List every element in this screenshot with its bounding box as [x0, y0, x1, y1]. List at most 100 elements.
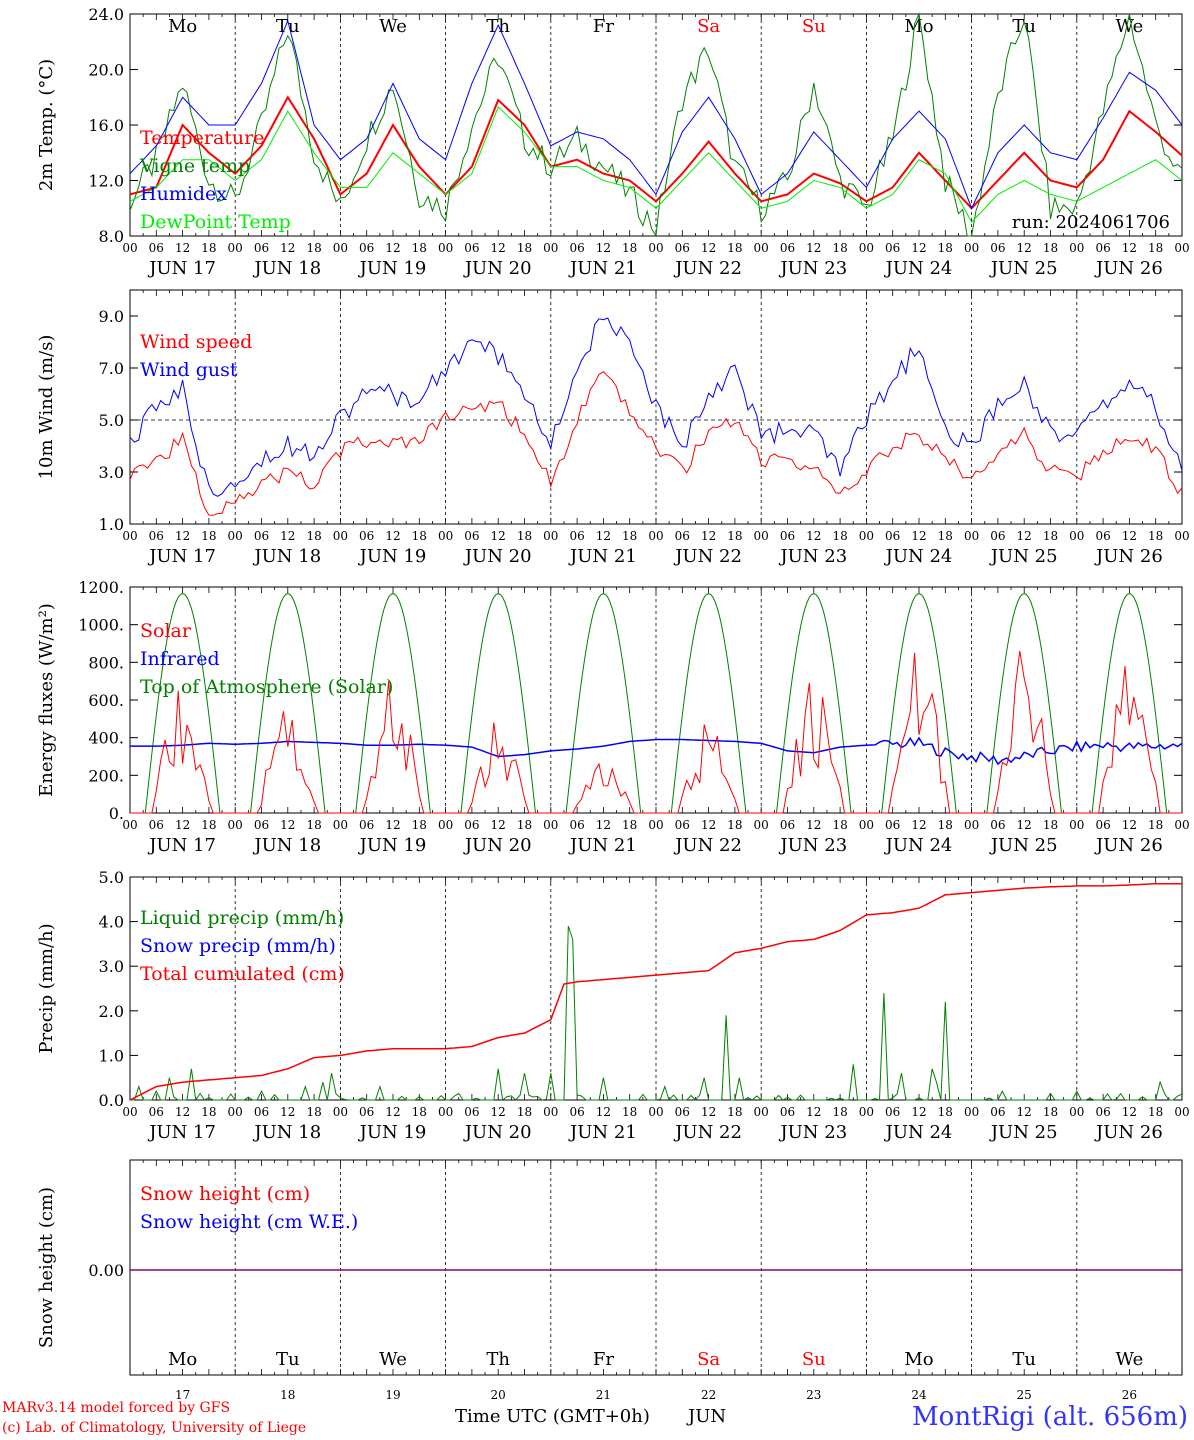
model-credit: MARv3.14 model forced by GFS [2, 1400, 231, 1416]
hour-tick-label: 06 [359, 241, 374, 255]
legend-entry: DewPoint Temp [140, 211, 291, 233]
hour-tick-label: 18 [412, 241, 427, 255]
date-label: JUN 26 [1094, 546, 1163, 567]
hour-tick-label: 18 [201, 529, 216, 543]
hour-tick-label: 18 [517, 1105, 532, 1119]
hour-tick-label: 00 [1174, 818, 1189, 832]
legend-entry: Solar [140, 620, 192, 642]
date-label: JUN 17 [147, 546, 216, 567]
hour-tick-label: 18 [622, 241, 637, 255]
hour-tick-label: 12 [1017, 241, 1032, 255]
hour-tick-label: 18 [1043, 1105, 1058, 1119]
hour-tick-label: 00 [122, 529, 137, 543]
hour-tick-label: 06 [675, 241, 690, 255]
hour-tick-label: 12 [175, 241, 190, 255]
y-tick-label: 5.0 [99, 868, 124, 887]
y-tick-label: 16.0 [88, 116, 124, 135]
hour-tick-label: 06 [359, 1105, 374, 1119]
hour-tick-label: 06 [464, 1105, 479, 1119]
y-tick-label: 1.0 [99, 515, 124, 534]
hour-tick-label: 12 [701, 818, 716, 832]
hour-tick-label: 00 [228, 241, 243, 255]
hour-tick-label: 00 [228, 818, 243, 832]
y-tick-label: 600. [88, 691, 124, 710]
hour-tick-label: 00 [438, 818, 453, 832]
date-label: JUN 20 [463, 258, 532, 279]
date-label: JUN 20 [463, 546, 532, 567]
hour-tick-label: 18 [1148, 241, 1163, 255]
series-line [130, 736, 1183, 766]
y-tick-label: 7.0 [99, 359, 124, 378]
date-label: JUN 24 [884, 1122, 953, 1143]
day-number-label: 20 [491, 1388, 506, 1402]
hour-tick-label: 18 [201, 241, 216, 255]
hour-tick-label: 00 [122, 1105, 137, 1119]
date-label: JUN 17 [147, 835, 216, 856]
y-tick-label: 8.0 [99, 227, 124, 246]
y-tick-label: 400. [88, 729, 124, 748]
date-label: JUN 23 [778, 258, 847, 279]
hour-tick-label: 06 [780, 818, 795, 832]
series-line [129, 12, 1183, 238]
hour-tick-label: 18 [832, 529, 847, 543]
date-label: JUN 19 [358, 258, 427, 279]
legend-entry: Snow height (cm W.E.) [140, 1211, 358, 1233]
hour-tick-label: 12 [911, 1105, 926, 1119]
date-label: JUN 26 [1094, 1122, 1163, 1143]
hour-tick-label: 18 [412, 1105, 427, 1119]
series-line [130, 650, 1182, 814]
day-name-label: Mo [904, 1349, 933, 1370]
day-number-label: 18 [280, 1388, 295, 1402]
hour-tick-label: 06 [885, 529, 900, 543]
hour-tick-label: 00 [964, 1105, 979, 1119]
hour-tick-label: 12 [1122, 1105, 1137, 1119]
hour-tick-label: 06 [990, 1105, 1005, 1119]
hour-tick-label: 06 [464, 529, 479, 543]
hour-tick-label: 00 [543, 241, 558, 255]
series-line [129, 882, 1182, 1101]
series-line [130, 925, 1183, 1102]
y-tick-label: 200. [88, 766, 124, 785]
y-tick-label: 2.0 [99, 1002, 124, 1021]
hour-tick-label: 12 [385, 1105, 400, 1119]
hour-tick-label: 00 [754, 529, 769, 543]
hour-tick-label: 12 [806, 241, 821, 255]
hour-tick-label: 00 [964, 529, 979, 543]
hour-tick-label: 06 [885, 241, 900, 255]
hour-tick-label: 06 [990, 529, 1005, 543]
hour-tick-label: 00 [228, 529, 243, 543]
hour-tick-label: 18 [412, 529, 427, 543]
hour-tick-label: 12 [596, 1105, 611, 1119]
legend-entry: Wind speed [140, 331, 252, 353]
y-axis-label: Energy fluxes (W/m²) [36, 603, 57, 797]
hour-tick-label: 12 [175, 529, 190, 543]
day-name-label: Fr [593, 16, 614, 37]
series-line [129, 371, 1183, 516]
hour-tick-label: 18 [622, 529, 637, 543]
date-label: JUN 19 [358, 546, 427, 567]
run-label: run: 2024061706 [1012, 212, 1170, 233]
hour-tick-label: 12 [806, 1105, 821, 1119]
date-label: JUN 19 [358, 835, 427, 856]
date-label: JUN 22 [673, 546, 742, 567]
day-name-label: Tu [1012, 1349, 1036, 1370]
series-line [129, 106, 1183, 223]
day-name-label: Tu [276, 16, 300, 37]
hour-tick-label: 18 [727, 529, 742, 543]
hour-tick-label: 12 [806, 529, 821, 543]
day-name-label: We [379, 1349, 407, 1370]
hour-tick-label: 18 [832, 1105, 847, 1119]
hour-tick-label: 06 [464, 241, 479, 255]
hour-tick-label: 18 [517, 529, 532, 543]
hour-tick-label: 06 [464, 818, 479, 832]
y-axis-label: Precip (mm/h) [36, 923, 57, 1053]
y-tick-label: 5.0 [99, 411, 124, 430]
hour-tick-label: 18 [832, 818, 847, 832]
hour-tick-label: 06 [149, 1105, 164, 1119]
day-number-label: 19 [385, 1388, 400, 1402]
hour-tick-label: 18 [727, 1105, 742, 1119]
hour-tick-label: 18 [1148, 1105, 1163, 1119]
date-label: JUN 24 [884, 835, 953, 856]
day-number-label: 25 [1017, 1388, 1032, 1402]
